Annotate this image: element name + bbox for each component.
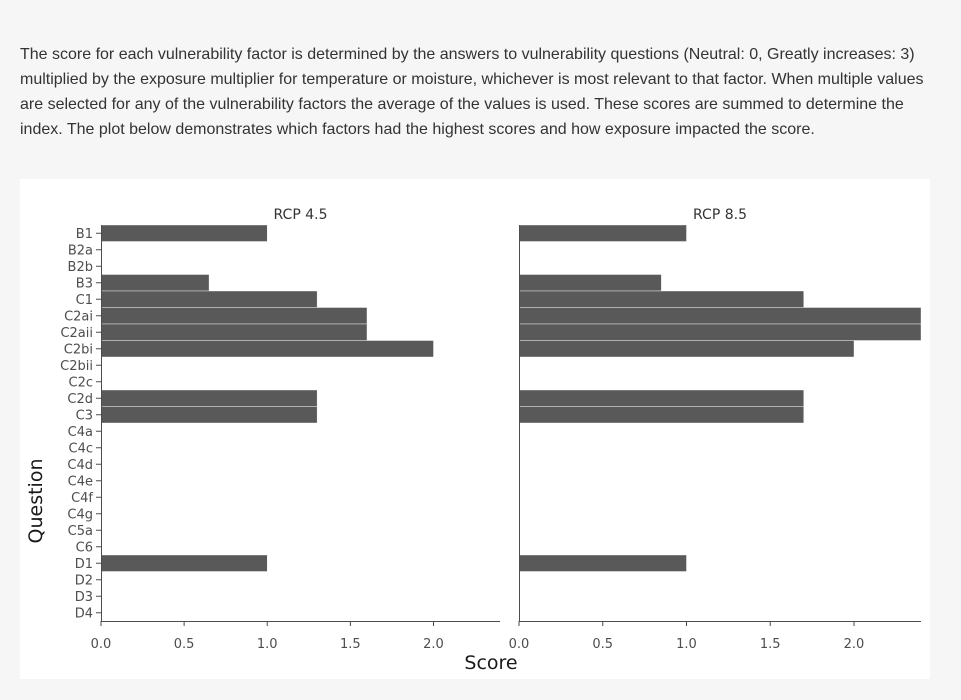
- y-tick-label-c1: C1: [76, 293, 93, 308]
- bar-rcp-8-5-c1: [518, 290, 804, 308]
- y-tick-label-d1: D1: [75, 557, 93, 572]
- bar-rcp-8-5-c2aii: [518, 323, 922, 341]
- bar-rcp-4-5-c2ai: [100, 307, 368, 325]
- y-tick-label-b2a: B2a: [68, 243, 93, 258]
- bar-rcp-4-5-c2d: [100, 389, 318, 407]
- bar-rcp-8-5-b3: [518, 274, 662, 292]
- y-tick-label-c2d: C2d: [67, 392, 93, 407]
- facet-title: RCP 4.5: [274, 207, 328, 223]
- x-tick-label: 0.5: [592, 637, 613, 652]
- x-tick-label: 1.0: [257, 637, 278, 652]
- bar-rcp-4-5-c3: [100, 406, 318, 424]
- facet-rcp45: RCP 4.5 0.0 0.5 1.0 1.5 2.0: [91, 207, 500, 652]
- x-tick-label: 2.0: [423, 637, 444, 652]
- y-tick-label-d2: D2: [75, 573, 93, 588]
- bar-rcp-8-5-c2d: [518, 389, 804, 407]
- score-chart-svg: RCP 4.5 0.0 0.5 1.0 1.5 2.0 RCP 8.5 0.0 0.5 1.0 1…: [25, 207, 922, 674]
- x-tick-label: 0.5: [174, 637, 195, 652]
- x-tick-label: 1.5: [760, 637, 781, 652]
- y-tick-label-c4d: C4d: [67, 458, 93, 473]
- bar-rcp-4-5-c2aii: [100, 323, 368, 341]
- y-tick-label-c4f: C4f: [71, 491, 93, 506]
- y-tick-label-d4: D4: [75, 606, 93, 621]
- y-tick-label-c3: C3: [76, 408, 93, 423]
- y-tick-label-d3: D3: [75, 590, 93, 605]
- score-chart: RCP 4.5 0.0 0.5 1.0 1.5 2.0 RCP 8.5 0.0 0.5 1.0 1…: [20, 179, 930, 679]
- y-tick-label-b1: B1: [76, 227, 93, 242]
- bar-rcp-8-5-c3: [518, 406, 804, 424]
- bar-rcp-4-5-c2bi: [100, 340, 434, 358]
- y-tick-label-c4g: C4g: [67, 507, 93, 522]
- x-tick-label: 1.0: [676, 637, 697, 652]
- y-tick-label-c4a: C4a: [68, 425, 93, 440]
- bar-rcp-4-5-c1: [100, 290, 318, 308]
- bar-rcp-4-5-d1: [100, 554, 268, 572]
- bar-rcp-8-5-c2bi: [518, 340, 855, 358]
- y-tick-label-c2ai: C2ai: [64, 309, 93, 324]
- y-tick-label-c2c: C2c: [69, 375, 94, 390]
- facet-title: RCP 8.5: [693, 207, 747, 223]
- bar-rcp-4-5-b1: [100, 224, 268, 242]
- bar-rcp-8-5-b1: [518, 224, 687, 242]
- y-tick-label-c4c: C4c: [69, 441, 94, 456]
- x-tick-label: 1.5: [340, 637, 361, 652]
- y-tick-label-c2bii: C2bii: [60, 359, 93, 374]
- y-tick-label-b3: B3: [76, 276, 93, 291]
- y-tick-label-c2aii: C2aii: [60, 326, 93, 341]
- y-tick-label-c2bi: C2bi: [64, 342, 93, 357]
- bar-rcp-8-5-d1: [518, 554, 687, 572]
- x-tick-label: 0.0: [509, 637, 530, 652]
- y-tick-label-c6: C6: [76, 540, 93, 555]
- x-tick-label: 0.0: [91, 637, 112, 652]
- y-tick-label-b2b: B2b: [68, 260, 93, 275]
- bar-rcp-8-5-c2ai: [518, 307, 922, 325]
- facet-rcp85: RCP 8.5 0.0 0.5 1.0 1.5 2.0: [509, 207, 922, 652]
- bar-rcp-4-5-b3: [100, 274, 210, 292]
- x-axis-title: Score: [464, 652, 517, 674]
- y-axis-title: Question: [25, 459, 47, 544]
- y-tick-label-c5a: C5a: [68, 524, 93, 539]
- x-tick-label: 2.0: [844, 637, 865, 652]
- y-tick-label-c4e: C4e: [68, 474, 93, 489]
- intro-paragraph: The score for each vulnerability factor …: [20, 46, 924, 138]
